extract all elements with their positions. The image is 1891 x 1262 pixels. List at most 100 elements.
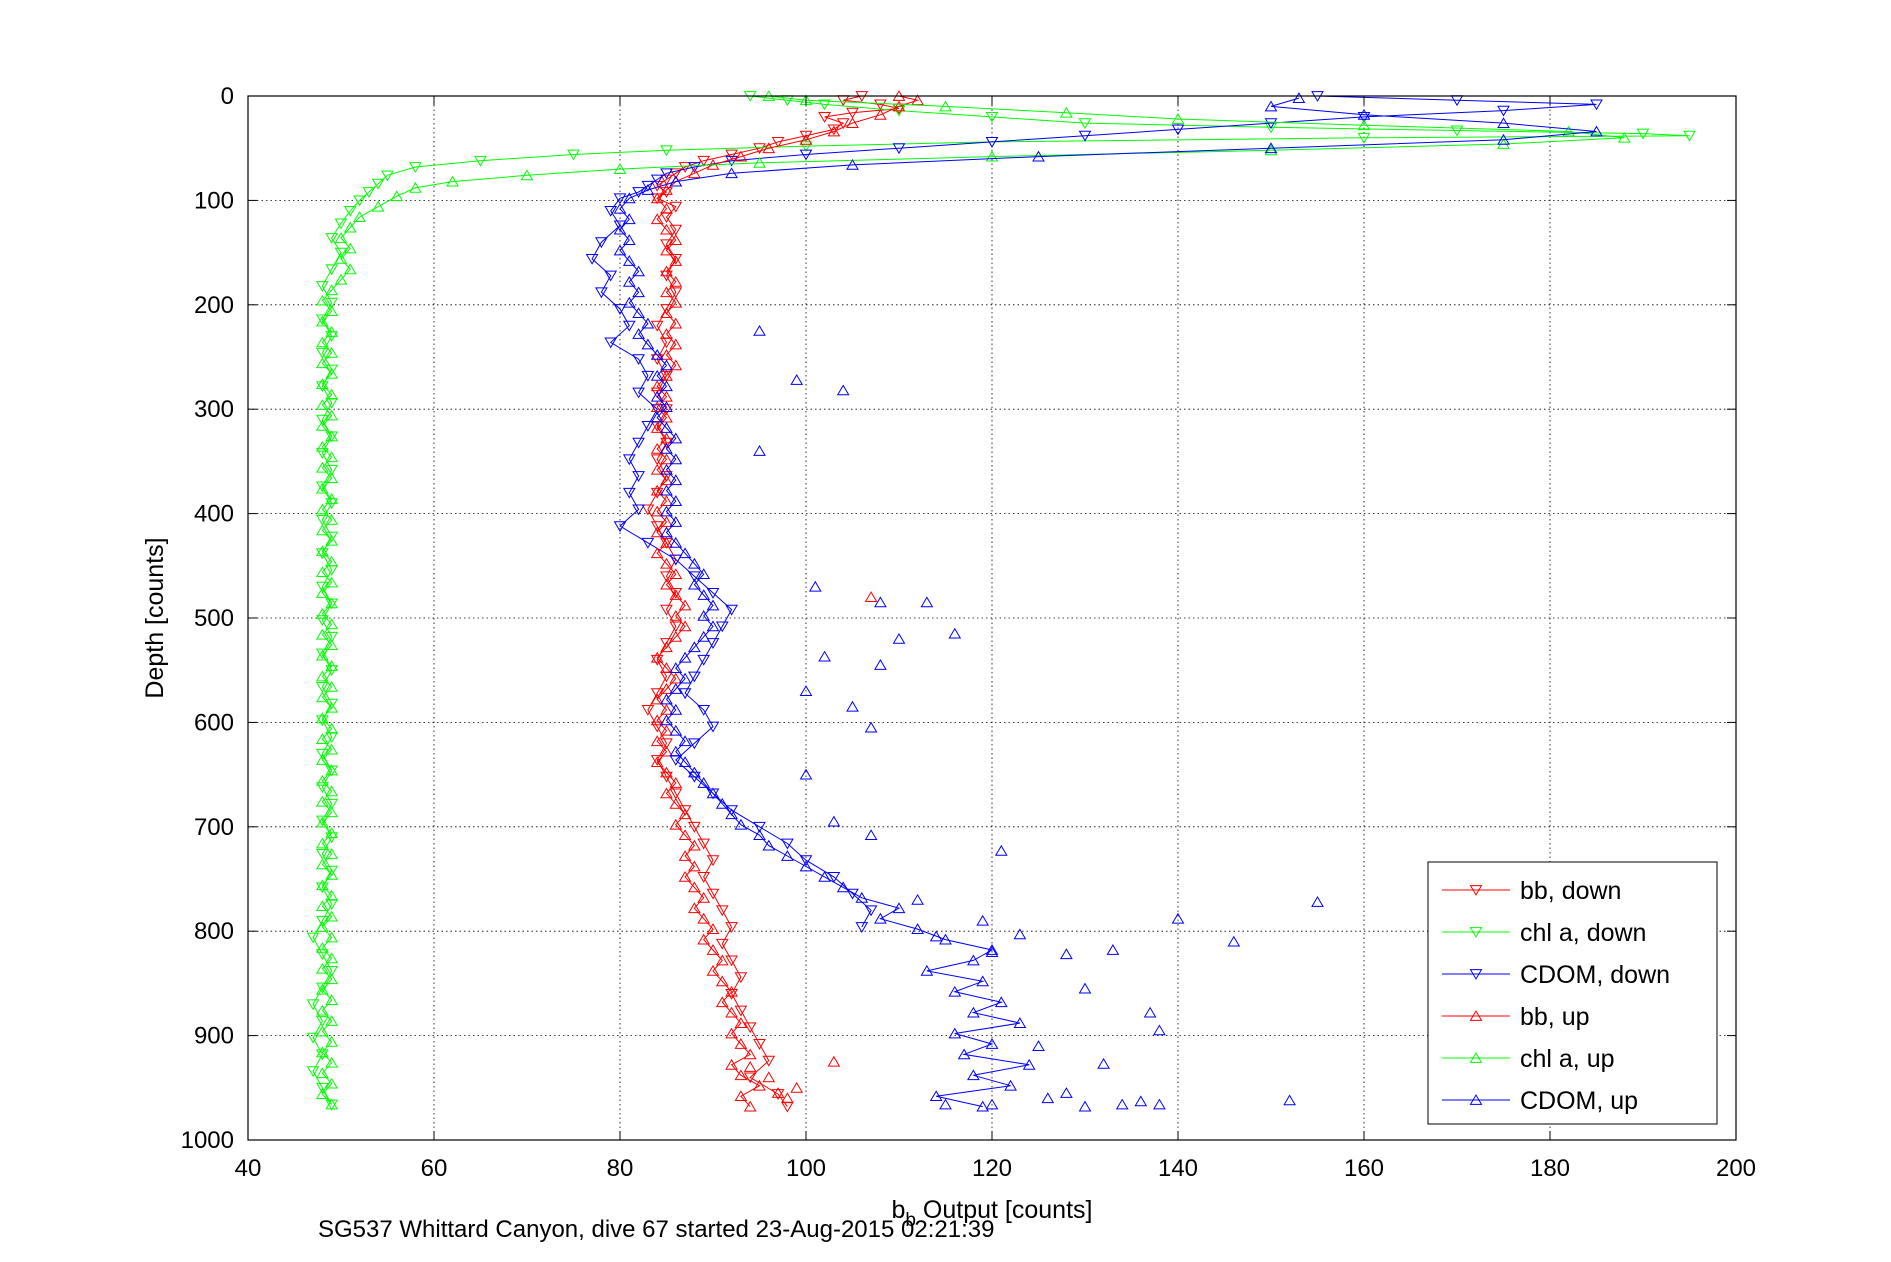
- data-point: [994, 844, 1008, 856]
- data-point: [660, 244, 673, 256]
- x-axis-label: bb Output [counts]: [892, 1196, 1093, 1231]
- data-point: [818, 99, 831, 111]
- data-point: [325, 865, 339, 877]
- data-point: [1078, 130, 1092, 142]
- data-point: [316, 879, 329, 891]
- data-point: [715, 996, 729, 1008]
- data-point: [985, 946, 999, 957]
- data-point: [660, 495, 673, 506]
- data-point: [316, 712, 329, 724]
- data-point: [641, 317, 655, 329]
- data-point: [316, 983, 329, 995]
- data-point: [613, 244, 627, 256]
- data-point: [715, 954, 729, 966]
- data-point: [669, 630, 683, 642]
- data-point: [660, 145, 673, 157]
- data-point: [799, 768, 813, 780]
- data-point: [325, 346, 339, 358]
- data-point: [622, 454, 636, 466]
- data-point: [660, 578, 673, 590]
- data-point: [836, 384, 850, 396]
- data-point: [632, 471, 645, 482]
- data-point: [706, 944, 720, 955]
- data-point: [762, 1071, 776, 1083]
- data-point: [734, 1090, 748, 1102]
- data-point: [632, 307, 645, 319]
- data-point: [688, 578, 701, 590]
- data-point: [650, 721, 664, 733]
- data-point: [316, 607, 329, 619]
- data-point: [316, 514, 329, 526]
- legend-label: CDOM, up: [1520, 1087, 1638, 1115]
- data-point: [325, 464, 339, 476]
- data-point: [660, 265, 673, 277]
- data-point: [688, 881, 701, 893]
- data-point: [306, 1066, 320, 1078]
- data-point: [334, 232, 348, 243]
- data-point: [316, 949, 329, 961]
- data-point: [939, 933, 952, 945]
- data-point: [706, 787, 720, 799]
- data-point: [1264, 142, 1278, 154]
- data-point: [706, 888, 720, 900]
- data-point: [669, 255, 683, 266]
- y-tick-label: 200: [194, 292, 234, 319]
- data-point: [325, 451, 339, 463]
- data-point: [660, 484, 673, 496]
- data-point: [660, 307, 673, 319]
- data-point: [650, 521, 664, 533]
- data-point: [976, 914, 990, 926]
- data-point: [864, 905, 878, 917]
- data-point: [669, 474, 683, 486]
- data-point: [650, 411, 664, 423]
- data-point: [316, 982, 329, 994]
- y-tick-label: 100: [194, 187, 234, 214]
- data-point: [325, 472, 339, 484]
- data-point: [706, 964, 720, 976]
- data-point: [650, 735, 664, 747]
- data-point: [409, 162, 422, 173]
- data-point: [967, 1069, 980, 1081]
- data-point: [678, 808, 692, 820]
- data-point: [316, 545, 329, 557]
- data-point: [325, 305, 339, 316]
- data-point: [316, 858, 329, 870]
- data-point: [622, 275, 636, 287]
- series-3: [650, 90, 924, 1112]
- data-point: [650, 369, 664, 381]
- data-point: [325, 889, 339, 901]
- data-point: [669, 554, 683, 566]
- data-point: [1078, 118, 1092, 130]
- data-point: [316, 414, 329, 426]
- data-point: [688, 167, 701, 179]
- data-point: [725, 985, 738, 997]
- data-point: [669, 338, 683, 350]
- data-point: [1618, 131, 1631, 143]
- data-point: [660, 442, 673, 454]
- data-point: [1022, 1058, 1036, 1070]
- data-point: [660, 693, 673, 705]
- data-point: [1153, 1098, 1166, 1110]
- y-tick-label: 800: [194, 918, 234, 945]
- data-point: [650, 463, 664, 475]
- data-point: [316, 357, 329, 369]
- x-tick-label: 40: [235, 1155, 262, 1182]
- data-point: [409, 181, 422, 193]
- data-point: [325, 364, 339, 376]
- data-point: [316, 816, 329, 828]
- data-point: [316, 837, 329, 849]
- data-point: [1153, 1024, 1166, 1036]
- data-point: [660, 174, 673, 186]
- data-point: [316, 615, 329, 627]
- data-point: [669, 453, 683, 465]
- data-point: [316, 921, 329, 932]
- data-point: [846, 107, 859, 119]
- data-point: [1115, 1098, 1129, 1110]
- data-point: [585, 253, 599, 265]
- data-point: [920, 596, 934, 608]
- legend-box: [1427, 861, 1718, 1125]
- x-axis-label-rest: Output [counts]: [916, 1196, 1093, 1224]
- data-point: [660, 223, 673, 235]
- data-point: [827, 124, 841, 136]
- data-point: [343, 205, 357, 217]
